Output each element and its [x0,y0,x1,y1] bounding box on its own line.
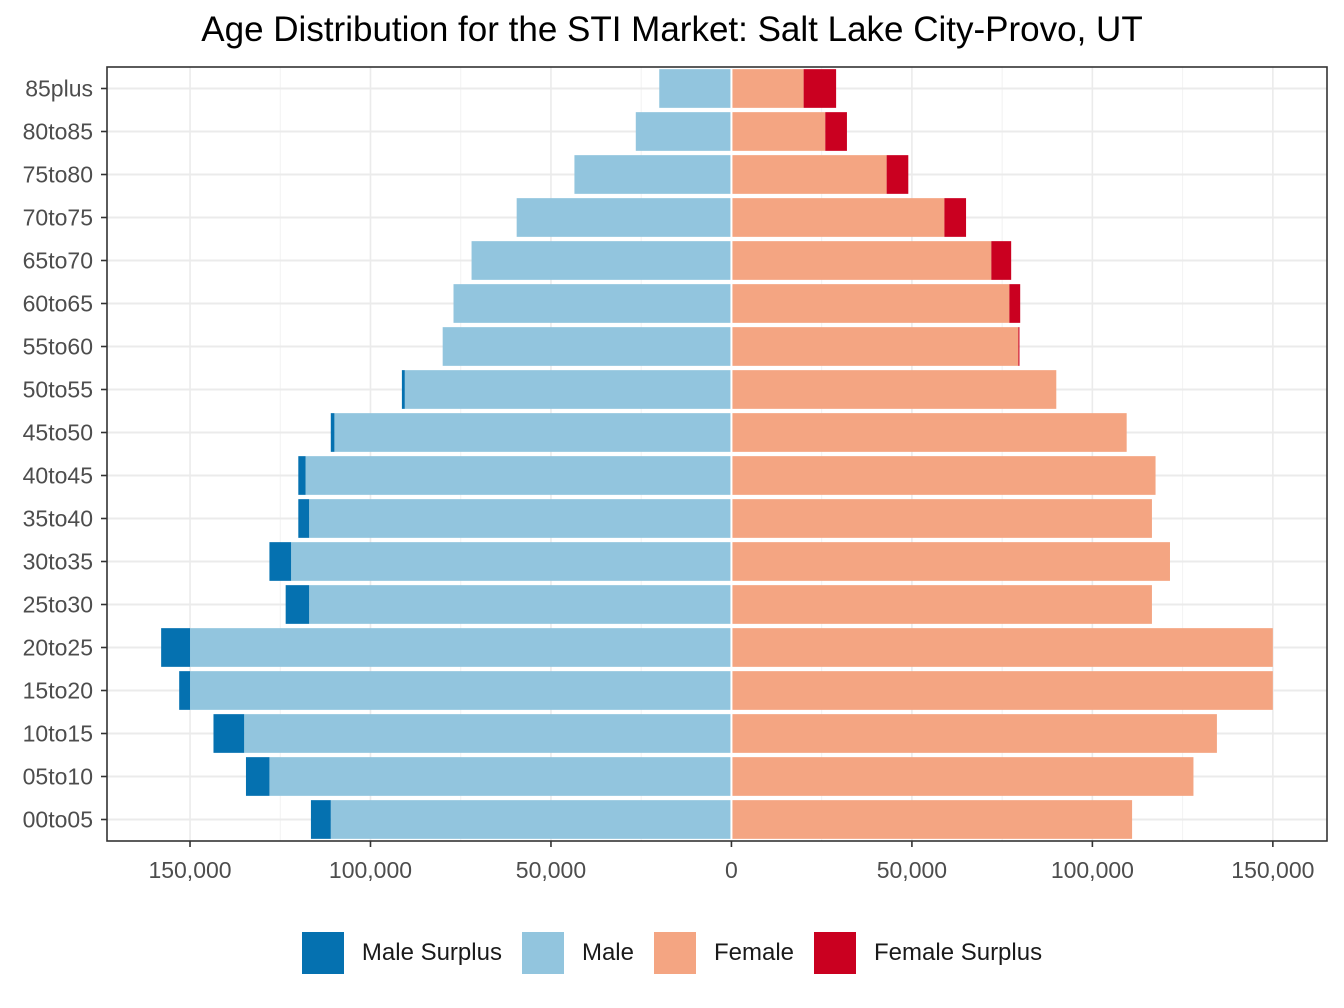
bar-male [516,198,732,237]
y-tick-label: 80to85 [23,119,93,145]
legend-label: Female Surplus [874,939,1043,966]
bar-female [731,671,1273,710]
y-tick-label: 30to35 [23,549,93,575]
bar-female [731,499,1152,538]
bar-male [334,413,732,452]
y-tick-label: 70to75 [23,205,93,231]
legend-item: Female Surplus [814,932,1042,974]
legend-item: Male Surplus [301,932,502,974]
chart-title: Age Distribution for the STI Market: Sal… [201,10,1143,49]
bar-male-surplus [245,757,270,796]
bar-female [731,327,1019,366]
bar-male [305,456,732,495]
bar-female [731,413,1127,452]
legend-key [301,932,344,974]
bar-female [731,757,1194,796]
bar-male-surplus [330,413,335,452]
legend-key [521,932,564,974]
bar-female [731,456,1156,495]
bar-female-surplus [886,155,909,194]
y-tick-label: 50to55 [23,377,93,403]
plot-background [107,67,1327,841]
legend-item: Female [653,932,795,974]
bar-male [635,112,732,151]
y-tick-label: 00to05 [23,807,93,833]
bar-female [731,284,1010,323]
bar-male-surplus [179,671,191,710]
y-tick-label: 05to10 [23,764,93,790]
legend-key [653,932,696,974]
bar-male [404,370,732,409]
x-tick-label: 150,000 [1231,857,1314,883]
bar-female [731,800,1133,839]
bar-male [330,800,732,839]
bar-male [453,284,732,323]
bar-male-surplus [161,628,191,667]
y-tick-label: 85plus [25,76,93,102]
y-tick-label: 45to50 [23,420,93,446]
y-tick-label: 55to60 [23,334,93,360]
bar-male-surplus [298,456,306,495]
bar-female [731,241,992,280]
bar-male [190,671,732,710]
bar-male [269,757,732,796]
bar-female [731,714,1217,753]
legend: Male Surplus Male Female Female Surplus [0,930,1344,976]
bar-female [731,69,804,108]
y-tick-label: 20to25 [23,635,93,661]
y-tick-label: 10to15 [23,721,93,747]
bar-male-surplus [298,499,310,538]
bar-female [731,112,826,151]
x-tick-label: 100,000 [1051,857,1134,883]
bar-male [659,69,732,108]
y-tick-label: 15to20 [23,678,93,704]
bar-female [731,370,1057,409]
y-tick-label: 25to30 [23,592,93,618]
legend-item: Male [521,932,634,974]
bar-male-surplus [269,542,292,581]
bar-male [309,499,732,538]
x-tick-label: 0 [725,857,738,883]
plot-area: 00to05 05to10 10to15 15to20 20to25 25to30 30to… [23,66,1328,883]
legend-label: Male Surplus [361,939,502,966]
bar-male [442,327,732,366]
bar-female [731,155,887,194]
y-tick-label: 60to65 [23,291,93,317]
plot-border [106,66,1328,842]
bar-female [731,628,1273,667]
bar-female-surplus [1009,284,1021,323]
y-tick-label: 40to45 [23,463,93,489]
bar-male [244,714,732,753]
bar-male-surplus [401,370,405,409]
legend-label: Male [581,939,634,966]
y-tick-label: 35to40 [23,506,93,532]
bar-female-surplus [803,69,837,108]
x-tick-label: 100,000 [329,857,412,883]
bar-female-surplus [944,198,967,237]
bar-male [190,628,732,667]
legend-key [814,932,857,974]
bar-male [309,585,732,624]
bar-female-surplus [825,112,847,151]
bar-male-surplus [213,714,245,753]
bar-male-surplus [285,585,310,624]
bar-female [731,585,1152,624]
bar-female-surplus [1018,327,1020,366]
bar-male [574,155,732,194]
x-tick-label: 50,000 [516,857,586,883]
y-tick-label: 75to80 [23,162,93,188]
bar-female-surplus [991,241,1012,280]
bar-female [731,542,1170,581]
x-tick-label: 150,000 [148,857,231,883]
y-tick-label: 65to70 [23,248,93,274]
legend-label: Female [713,939,795,966]
bar-male [291,542,732,581]
bar-female [731,198,945,237]
bar-male-surplus [310,800,331,839]
bar-male [471,241,732,280]
x-tick-label: 50,000 [877,857,947,883]
